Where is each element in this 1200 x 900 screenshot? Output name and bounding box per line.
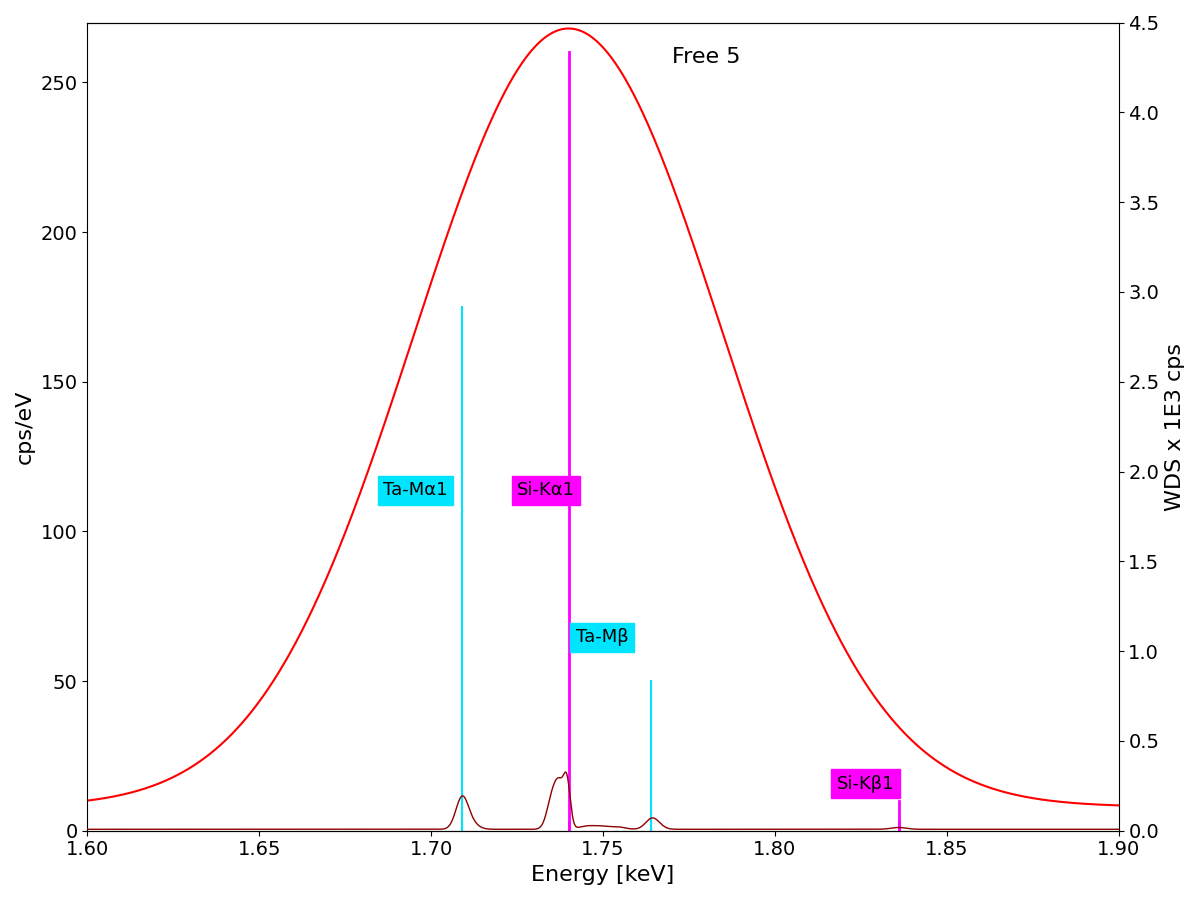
Text: Ta-Mα1: Ta-Mα1 [383,482,448,500]
Text: Free 5: Free 5 [672,47,740,67]
Text: Si-Kβ1: Si-Kβ1 [836,775,894,793]
Y-axis label: WDS x 1E3 cps: WDS x 1E3 cps [1165,343,1186,510]
X-axis label: Energy [keV]: Energy [keV] [532,865,674,885]
Text: Ta-Mβ: Ta-Mβ [576,628,628,646]
Text: Si-Kα1: Si-Kα1 [517,482,575,500]
Y-axis label: cps/eV: cps/eV [14,390,35,464]
